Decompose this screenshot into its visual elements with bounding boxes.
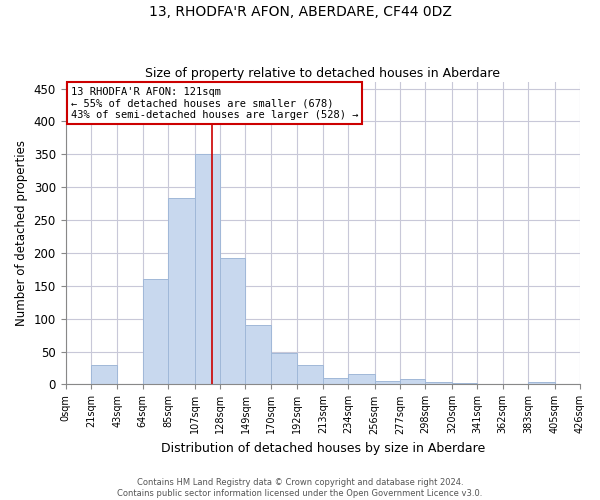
Bar	[528, 382, 554, 384]
Bar	[271, 353, 298, 384]
Bar	[195, 154, 220, 384]
Bar	[425, 382, 452, 384]
Bar	[245, 326, 271, 384]
Bar	[220, 258, 245, 384]
Bar	[374, 381, 400, 384]
X-axis label: Distribution of detached houses by size in Aberdare: Distribution of detached houses by size …	[161, 442, 485, 455]
Bar	[298, 364, 323, 384]
Bar	[323, 378, 348, 384]
Text: Contains HM Land Registry data © Crown copyright and database right 2024.
Contai: Contains HM Land Registry data © Crown c…	[118, 478, 482, 498]
Title: Size of property relative to detached houses in Aberdare: Size of property relative to detached ho…	[145, 66, 500, 80]
Bar	[400, 379, 425, 384]
Bar	[143, 280, 168, 384]
Bar	[348, 374, 374, 384]
Bar	[168, 198, 195, 384]
Bar	[452, 383, 478, 384]
Text: 13 RHODFA'R AFON: 121sqm
← 55% of detached houses are smaller (678)
43% of semi-: 13 RHODFA'R AFON: 121sqm ← 55% of detach…	[71, 86, 358, 120]
Y-axis label: Number of detached properties: Number of detached properties	[15, 140, 28, 326]
Text: 13, RHODFA'R AFON, ABERDARE, CF44 0DZ: 13, RHODFA'R AFON, ABERDARE, CF44 0DZ	[149, 5, 451, 19]
Bar	[91, 364, 118, 384]
